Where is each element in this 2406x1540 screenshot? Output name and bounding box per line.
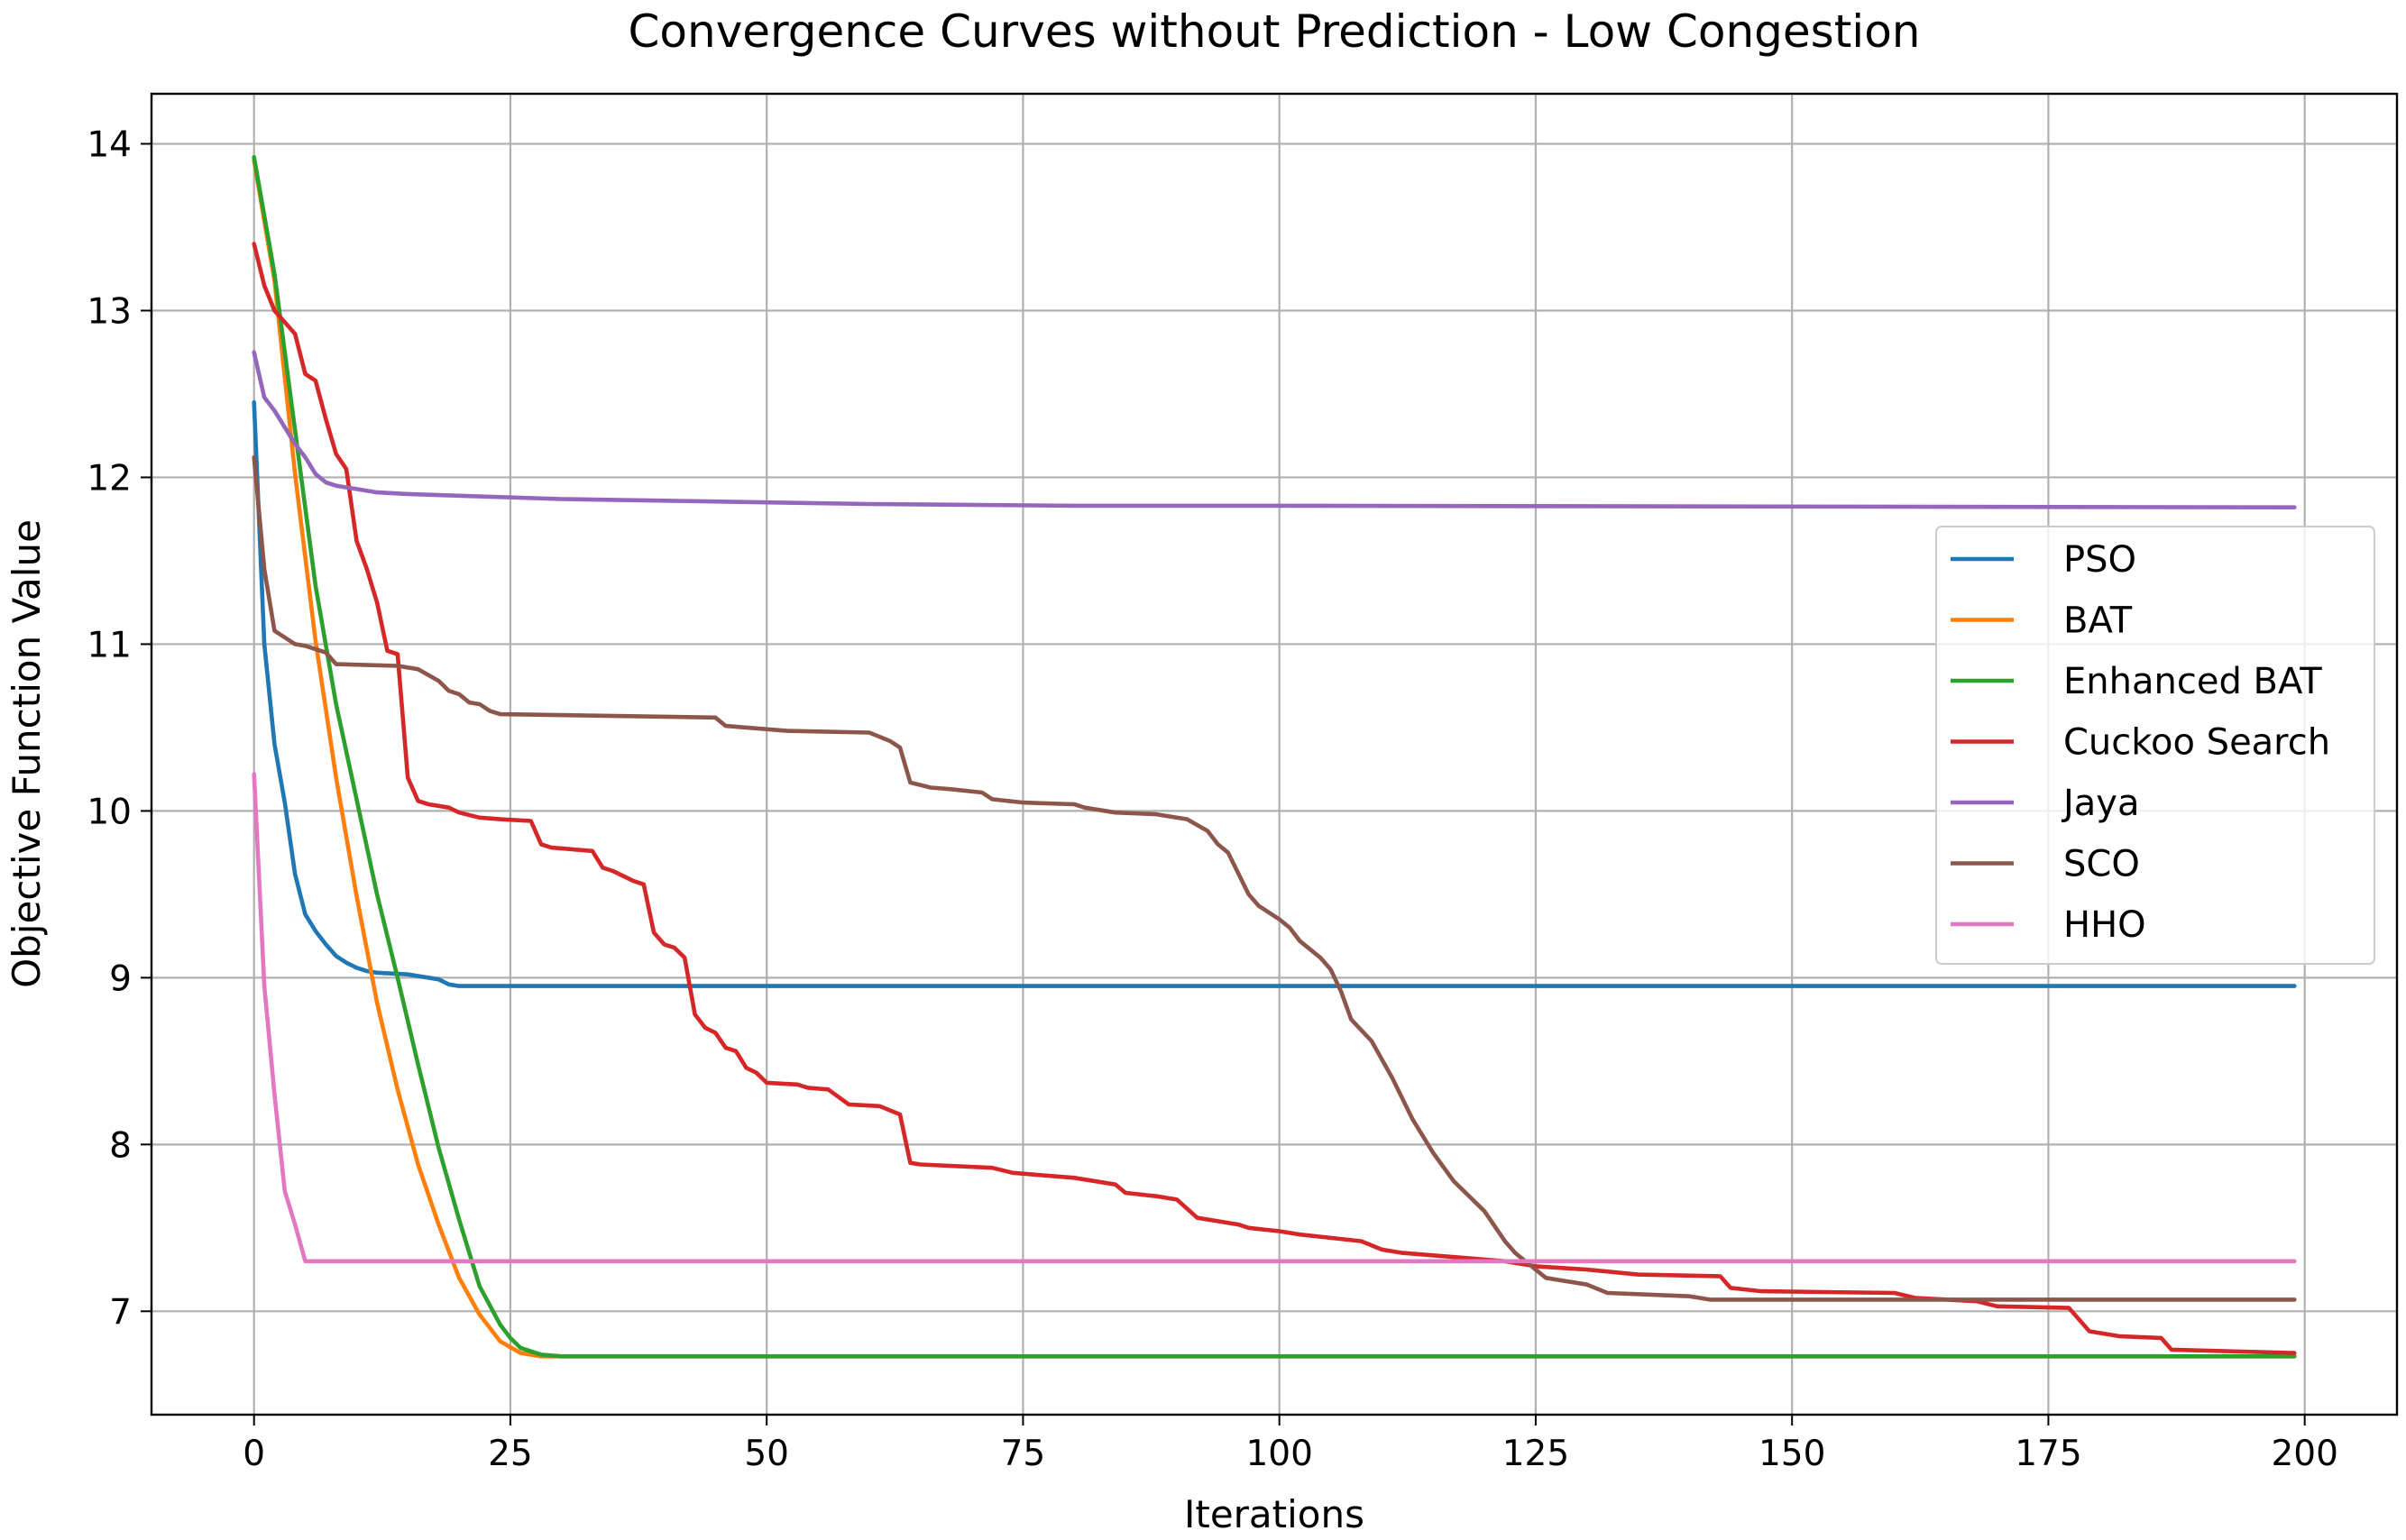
y-tick-label: 7 [109,1292,132,1333]
series-line-bat [252,158,2297,1359]
x-tick-label: 75 [1001,1434,1046,1474]
y-tick-label: 10 [87,792,132,832]
legend: PSO BAT Enhanced BAT Cuckoo Search Jaya SCO HH… [1935,526,2375,965]
y-axis-label: Objective Function Value [5,519,49,988]
y-tick-label: 8 [109,1125,132,1166]
legend-label-sco: SCO [2063,844,2140,885]
legend-label-enhanced-bat: Enhanced BAT [2063,661,2322,702]
x-tick-label: 125 [1502,1434,1569,1474]
series-line-enhanced-bat [252,155,2297,1359]
y-tick-label: 12 [87,458,132,499]
x-tick-labels: 0 25 50 75 100 125 150 175 200 [243,1434,2338,1474]
series-line-sco [252,454,2297,1302]
y-tick-label: 11 [87,625,132,665]
axes-frame [150,92,2399,1416]
series-line-jaya [252,350,2297,510]
chart-title: Convergence Curves without Prediction - … [629,5,1921,58]
series-line-hho [252,772,2297,1264]
x-tick-label: 150 [1759,1434,1825,1474]
x-tick-label: 25 [488,1434,533,1474]
series-line-pso [252,399,2297,988]
y-tick-label: 14 [87,124,132,165]
y-tick-label: 13 [87,291,132,332]
x-axis-label: Iterations [1184,1492,1364,1536]
tick-marks [141,142,2306,1425]
y-tick-labels: 7 8 9 10 11 12 13 14 [87,124,132,1333]
legend-label-cuckoo-search: Cuckoo Search [2063,722,2330,764]
x-tick-label: 100 [1245,1434,1312,1474]
legend-label-bat: BAT [2063,600,2133,642]
series-line-cuckoo-search [252,242,2297,1355]
legend-label-pso: PSO [2063,539,2136,581]
series-lines [252,155,2297,1359]
x-tick-label: 175 [2015,1434,2081,1474]
x-tick-label: 50 [744,1434,789,1474]
legend-box [1935,526,2375,965]
legend-label-hho: HHO [2063,904,2146,946]
x-tick-label: 0 [243,1434,265,1474]
legend-label-jaya: Jaya [2061,783,2140,824]
x-tick-label: 200 [2271,1434,2337,1474]
y-tick-label: 9 [109,958,132,999]
